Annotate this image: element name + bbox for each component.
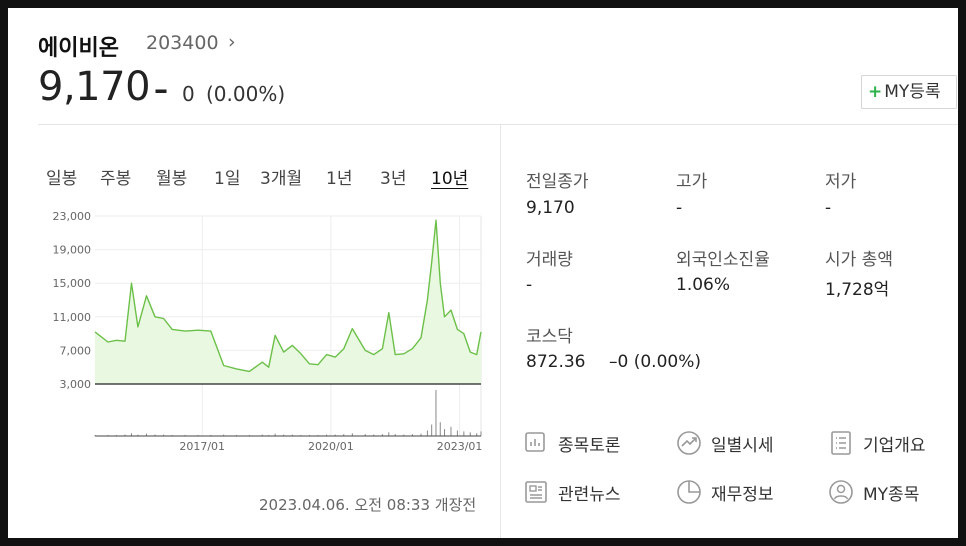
company-overview-label: 기업개요	[863, 435, 926, 456]
divider	[500, 125, 501, 538]
low-label: 저가	[825, 172, 857, 192]
foreign-ownership-value: 1.06%	[676, 275, 731, 295]
my-stocks-link[interactable]: MY종목	[827, 477, 919, 507]
index-label: 코스닥	[526, 327, 573, 347]
person-icon	[827, 478, 855, 506]
pie-icon	[675, 478, 703, 506]
y-tick-label: 11,000	[53, 311, 92, 324]
y-tick-label: 15,000	[53, 277, 92, 290]
tab-1day[interactable]: 1일	[214, 169, 241, 189]
volume-value: -	[526, 275, 533, 295]
tab-weekly[interactable]: 주봉	[100, 169, 132, 189]
change-value: 0	[182, 82, 195, 106]
y-tick-label: 23,000	[53, 210, 92, 223]
company-overview-link[interactable]: 기업개요	[827, 428, 926, 458]
my-register-label: MY등록	[884, 82, 941, 102]
daily-price-label: 일별시세	[711, 435, 774, 456]
change-direction-icon: –	[154, 73, 168, 106]
y-tick-label: 19,000	[53, 244, 92, 257]
market-cap-label: 시가 총액	[825, 250, 893, 270]
news-link[interactable]: 관련뉴스	[522, 477, 621, 507]
stock-name[interactable]: 에이비온	[38, 36, 119, 61]
financials-label: 재무정보	[711, 484, 774, 505]
low-value: -	[825, 198, 832, 218]
tab-3month[interactable]: 3개월	[260, 169, 303, 189]
prev-close-label: 전일종가	[526, 172, 589, 192]
stock-code[interactable]: 203400	[146, 32, 219, 54]
market-cap-value: 1,728억	[825, 280, 890, 300]
foreign-ownership-label: 외국인소진율	[676, 250, 770, 270]
my-register-button[interactable]: + MY등록	[861, 75, 957, 109]
stock-widget: 에이비온 203400 › 9,170 – 0 (0.00%) + MY등록 일봉…	[8, 8, 958, 538]
high-label: 고가	[676, 172, 708, 192]
my-stocks-label: MY종목	[863, 484, 920, 505]
divider	[38, 124, 958, 125]
discussion-label: 종목토론	[558, 435, 621, 456]
trend-icon	[675, 429, 703, 457]
discussion-link[interactable]: 종목토론	[522, 428, 621, 458]
financials-link[interactable]: 재무정보	[675, 477, 774, 507]
tab-3year[interactable]: 3년	[380, 169, 407, 189]
prev-close-value: 9,170	[526, 198, 575, 218]
news-icon	[522, 478, 550, 506]
y-tick-label: 7,000	[60, 344, 92, 357]
x-tick-label: 2023/01	[437, 440, 483, 453]
high-value: -	[676, 198, 683, 218]
news-label: 관련뉴스	[558, 484, 621, 505]
price-area	[95, 220, 481, 384]
x-tick-label: 2020/01	[308, 440, 354, 453]
tab-monthly[interactable]: 월봉	[156, 169, 188, 189]
current-price: 9,170	[38, 64, 151, 110]
index-change: –0 (0.00%)	[609, 352, 701, 372]
tab-10year[interactable]: 10년	[431, 169, 469, 189]
tab-1year[interactable]: 1년	[326, 169, 353, 189]
tab-daily[interactable]: 일봉	[46, 169, 78, 189]
change-percent: (0.00%)	[206, 82, 286, 106]
discussion-icon	[522, 429, 550, 457]
chart-timestamp: 2023.04.06. 오전 08:33 개장전	[259, 496, 477, 514]
x-tick-label: 2017/01	[179, 440, 225, 453]
price-chart[interactable]: 23,000 19,000 15,000 11,000 7,000 3,000 2017/0…	[38, 204, 488, 454]
price-line	[94, 219, 482, 373]
daily-price-link[interactable]: 일별시세	[675, 428, 774, 458]
list-icon	[827, 429, 855, 457]
y-tick-label: 3,000	[60, 378, 92, 391]
volume-label: 거래량	[526, 250, 573, 270]
index-value: 872.36	[526, 352, 586, 372]
chevron-right-icon[interactable]: ›	[228, 31, 236, 53]
plus-icon: +	[868, 82, 883, 102]
